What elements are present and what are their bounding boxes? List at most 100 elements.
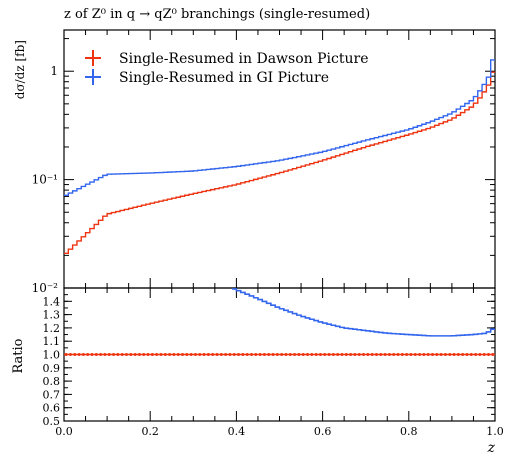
dawson-ratio-point [163, 353, 167, 356]
dawson-ratio-point [435, 353, 439, 356]
main-series-group [64, 59, 495, 255]
ratio-y-tick-label: 1.2 [43, 322, 61, 335]
dawson-ratio-point [155, 353, 159, 356]
x-tick-label: 0.8 [400, 425, 418, 438]
ratio-y-tick-label: 1.4 [43, 295, 61, 308]
dawson-ratio-point [206, 353, 210, 356]
dawson-ratio-point [73, 353, 77, 356]
dawson-ratio-point [228, 353, 232, 356]
dawson-ratio-point [245, 353, 249, 356]
dawson-ratio-point [254, 353, 258, 356]
dawson-ratio-point [189, 353, 193, 356]
dawson-ratio-point [241, 353, 245, 356]
dawson-ratio-point [103, 353, 107, 356]
dawson-ratio-point [409, 353, 413, 356]
dawson-ratio-point [181, 353, 185, 356]
x-tick-label: 0.0 [55, 425, 73, 438]
dawson-ratio-point [168, 353, 172, 356]
dawson-ratio-point [159, 353, 163, 356]
dawson-ratio-point [370, 353, 374, 356]
dawson-ratio-point [314, 353, 318, 356]
dawson-ratio-point [387, 353, 391, 356]
dawson-ratio-point [198, 353, 202, 356]
x-tick-label: 0.4 [228, 425, 246, 438]
main-y-tick-label: 10⁻² [32, 281, 59, 295]
dawson-ratio-point [280, 353, 284, 356]
dawson-ratio-point [142, 353, 146, 356]
main-y-axis-label: dσ/dz [fb] [13, 40, 27, 99]
dawson-ratio-point [374, 353, 378, 356]
dawson-ratio-point [133, 353, 137, 356]
dawson-ratio-point [469, 353, 473, 356]
dawson-ratio-point [456, 353, 460, 356]
dawson-ratio-point [439, 353, 443, 356]
dawson-ratio-point [86, 353, 90, 356]
dawson-ratio-point [431, 353, 435, 356]
dawson-ratio-point [137, 353, 141, 356]
dawson-ratio-point [400, 353, 404, 356]
dawson-ratio-point [68, 353, 72, 356]
dawson-ratio-point [215, 353, 219, 356]
dawson-ratio-point [202, 353, 206, 356]
ratio-y-axis-label: Ratio [11, 338, 26, 373]
dawson-ratio-point [94, 353, 98, 356]
dawson-ratio-point [366, 353, 370, 356]
x-tick-label: 0.2 [141, 425, 159, 438]
x-axis-label: z [487, 440, 496, 456]
legend-entry-label: Single-Resumed in Dawson Picture [119, 51, 368, 67]
dawson-ratio-point [405, 353, 409, 356]
ratio-y-tick-label: 0.5 [43, 415, 61, 428]
dawson-ratio-point [112, 353, 116, 356]
dawson-ratio-point [482, 353, 486, 356]
dawson-ratio-point [237, 353, 241, 356]
main-y-tick-label: 10⁻¹ [32, 173, 58, 187]
main-plot-frame [63, 29, 496, 289]
dawson-ratio-point [284, 353, 288, 356]
dawson-ratio-point [297, 353, 301, 356]
x-tick-label: 0.6 [314, 425, 332, 438]
dawson-ratio-point [487, 353, 491, 356]
dawson-ratio-point [301, 353, 305, 356]
dawson-ratio-point [293, 353, 297, 356]
dawson-ratio-point [124, 353, 128, 356]
dawson-ratio-point [349, 353, 353, 356]
dawson-ratio-point [258, 353, 262, 356]
dawson-ratio-point [150, 353, 154, 356]
dawson-ratio-point [232, 353, 236, 356]
ratio-y-tick-label: 1.1 [43, 335, 61, 348]
dawson-ratio-point [99, 353, 103, 356]
chart-title: z of Z⁰ in q → qZ⁰ branchings (single-re… [64, 7, 370, 22]
dawson-ratio-point [219, 353, 223, 356]
dawson-ratio-point [249, 353, 253, 356]
dawson-ratio-point [452, 353, 456, 356]
dawson-ratio-point [418, 353, 422, 356]
ratio-series-group [64, 288, 495, 356]
dawson-ratio-point [172, 353, 176, 356]
dawson-ratio-point [383, 353, 387, 356]
dawson-ratio-point [340, 353, 344, 356]
dawson-ratio-point [271, 353, 275, 356]
dawson-ratio-point [379, 353, 383, 356]
main-axes: 10⁻² 10⁻¹ 1 [32, 30, 496, 295]
legend: Single-Resumed in Dawson Picture Single-R… [85, 50, 368, 86]
dawson-ratio-point [353, 353, 357, 356]
dawson-ratio-point [336, 353, 340, 356]
dawson-ratio-point [323, 353, 327, 356]
dawson-ratio-point [211, 353, 215, 356]
ratio-y-tick-label: 0.7 [43, 388, 61, 401]
dawson-ratio-point [224, 353, 228, 356]
dawson-ratio-point [478, 353, 482, 356]
gi-ratio-line [232, 288, 495, 337]
main-y-tick-label: 1 [50, 64, 58, 78]
legend-entry-label: Single-Resumed in GI Picture [119, 70, 329, 86]
dawson-ratio-point [357, 353, 361, 356]
dawson-ratio-point [392, 353, 396, 356]
dawson-ratio-point [344, 353, 348, 356]
ratio-y-tick-label: 0.6 [43, 402, 61, 415]
ratio-axes: 0.0 0.2 0.4 0.6 0.8 1.00.50.60.70.80.91.01.11… [43, 287, 504, 438]
dawson-ratio-point [310, 353, 314, 356]
dawson-ratio-point [443, 353, 447, 356]
dawson-ratio-point [327, 353, 331, 356]
dawson-ratio-point [288, 353, 292, 356]
dawson-ratio-point [90, 353, 94, 356]
